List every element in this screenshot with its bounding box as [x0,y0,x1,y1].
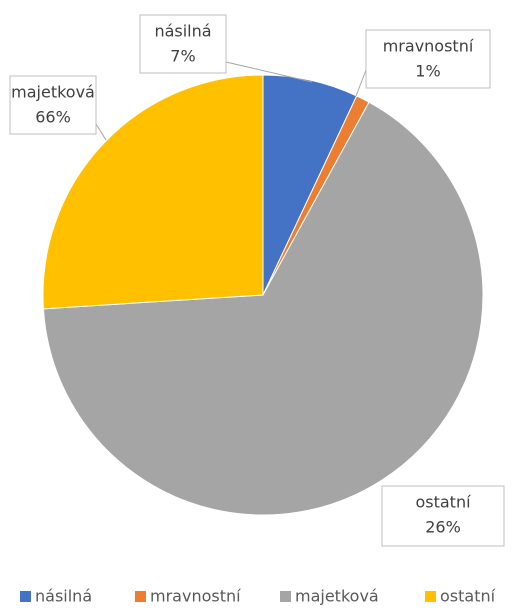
leader-line [225,61,313,83]
data-label-name: majetková [11,83,95,102]
legend-label: majetková [295,587,379,606]
leader-line [95,123,107,141]
data-label: 1% [415,62,440,81]
legend-label: mravnostní [150,587,241,606]
data-label-name: násilná [154,22,211,41]
label-box [365,29,491,89]
data-label: 7% [170,47,195,66]
leader-line [355,69,367,97]
legend-label: ostatní [440,587,496,606]
label-box [381,485,505,547]
legend-swatch [425,591,436,602]
label-box [139,14,227,74]
legend-swatch [135,591,146,602]
label-box [9,75,97,135]
pie-slice [42,101,484,516]
pie-slice [42,74,264,310]
data-label: 66% [35,108,71,127]
data-label-name: ostatní [415,493,471,512]
legend-swatch [280,591,291,602]
legend-swatch [20,591,31,602]
legend-label: násilná [35,587,92,606]
data-label-name: mravnostní [383,37,474,56]
data-label: 26% [425,518,461,537]
